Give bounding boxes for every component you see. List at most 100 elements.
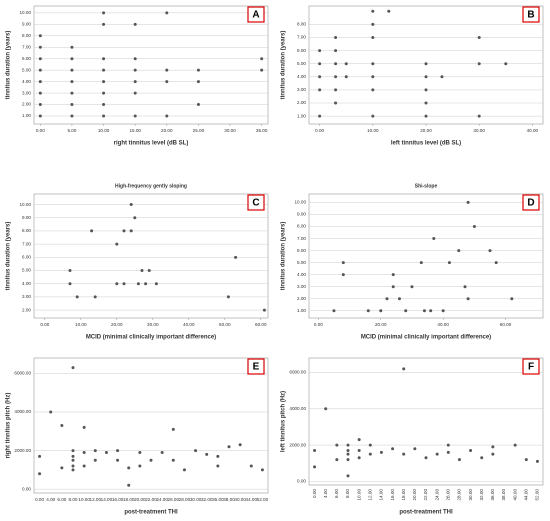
y-tick-label: 8.00: [297, 224, 306, 229]
x-axis-label: post-treatment THI: [124, 510, 178, 516]
x-tick-label: 0.00: [36, 128, 45, 133]
point: [102, 80, 106, 84]
x-tick-label: 6.00: [57, 497, 66, 502]
point: [60, 424, 64, 427]
point: [424, 456, 428, 460]
y-tick-label: 0.00: [22, 486, 31, 491]
x-tick-label: 12.00: [90, 497, 102, 502]
y-tick-label: 10.00: [295, 200, 307, 205]
y-tick-label: 2000.00: [14, 448, 31, 453]
y-tick-label: 2000.00: [289, 442, 306, 447]
x-tick-label: 20.00: [134, 497, 146, 502]
y-tick-label: 1.00: [22, 113, 31, 118]
point: [138, 464, 142, 468]
x-tick-label: 44.00: [246, 497, 258, 502]
point: [371, 22, 375, 26]
point: [371, 88, 375, 92]
point: [93, 449, 97, 453]
x-tick-label: 38.00: [223, 497, 235, 502]
point: [70, 45, 74, 49]
y-tick-label: 2.00: [297, 100, 306, 105]
point: [93, 295, 97, 299]
point: [38, 472, 42, 476]
point: [71, 454, 75, 458]
point: [38, 454, 42, 458]
point: [102, 22, 106, 26]
point: [324, 407, 328, 411]
point: [346, 443, 350, 447]
panel-label: F: [528, 362, 534, 373]
point: [238, 443, 242, 447]
x-tick-label: 20.00: [161, 128, 173, 133]
x-tick-label: 24.00: [434, 489, 439, 501]
point: [102, 68, 106, 72]
x-tick-label: 20.00: [111, 322, 123, 327]
point: [334, 35, 338, 39]
x-tick-label: 40.00: [512, 489, 517, 501]
y-tick-label: 3.00: [297, 87, 306, 92]
x-axis-label: right tinnitus level (dB SL): [114, 141, 189, 147]
point: [90, 229, 94, 233]
point: [368, 443, 372, 447]
y-tick-label: 10.00: [20, 10, 32, 15]
x-tick-label: 30.00: [473, 128, 485, 133]
point: [477, 62, 481, 66]
x-tick-label: 16.00: [390, 489, 395, 501]
point: [334, 88, 338, 92]
point: [385, 297, 389, 301]
point: [379, 309, 383, 313]
point: [149, 458, 153, 462]
x-tick-label: 32.00: [479, 489, 484, 501]
x-tick-label: 24.00: [156, 497, 168, 502]
point: [216, 454, 220, 458]
point: [510, 297, 514, 301]
x-axis-label: left tinnitus level (dB SL): [391, 141, 461, 147]
point: [341, 273, 345, 277]
x-tick-label: 38.00: [501, 489, 506, 501]
panel-label: D: [527, 198, 534, 209]
point: [122, 229, 126, 233]
x-tick-label: 20.00: [412, 489, 417, 501]
point: [171, 427, 175, 431]
point: [165, 11, 169, 15]
x-tick-label: 28.00: [457, 489, 462, 501]
point: [446, 443, 450, 447]
point: [196, 80, 200, 84]
point: [368, 452, 372, 456]
y-tick-label: 4.00: [297, 272, 306, 277]
y-axis-label: tinnitus duration (years): [281, 31, 287, 100]
point: [196, 68, 200, 72]
point: [335, 443, 339, 447]
x-tick-label: 14.00: [101, 497, 113, 502]
plot-frame: [33, 357, 269, 494]
point: [115, 242, 119, 246]
point: [82, 451, 86, 454]
x-axis-label: post-treatment THI: [399, 510, 453, 516]
point: [93, 458, 97, 462]
point: [424, 101, 428, 105]
point: [318, 114, 322, 118]
x-tick-label: 10.00: [78, 497, 90, 502]
point: [488, 249, 492, 253]
y-tick-label: 3.00: [297, 284, 306, 289]
point: [171, 458, 175, 462]
point: [397, 297, 401, 301]
y-tick-label: 4000.00: [14, 409, 31, 414]
point: [147, 269, 151, 273]
point: [133, 114, 137, 118]
point: [477, 35, 481, 39]
point: [205, 452, 209, 456]
point: [82, 464, 86, 468]
y-tick-label: 7.00: [297, 35, 306, 40]
y-tick-label: 3.00: [22, 90, 31, 95]
point: [447, 261, 451, 265]
y-tick-label: 10.00: [20, 202, 32, 207]
point: [133, 68, 137, 72]
x-tick-label: 40.00: [234, 497, 246, 502]
point: [70, 114, 74, 118]
point: [469, 449, 473, 453]
point: [334, 62, 338, 66]
point: [357, 438, 361, 442]
point: [371, 75, 375, 79]
point: [446, 450, 450, 454]
